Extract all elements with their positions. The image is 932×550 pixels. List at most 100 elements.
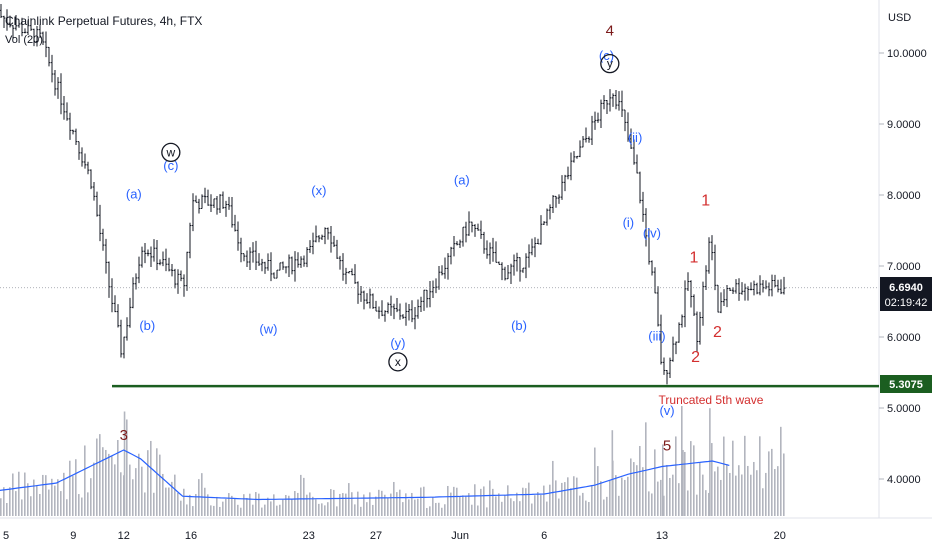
volume-bar bbox=[390, 493, 392, 516]
volume-bar bbox=[663, 495, 665, 516]
volume-bar bbox=[258, 493, 260, 516]
volume-bar bbox=[750, 474, 752, 516]
volume-bar bbox=[504, 494, 506, 516]
volume-bar bbox=[54, 485, 56, 516]
volume-bar bbox=[378, 489, 380, 516]
volume-bar bbox=[462, 495, 464, 516]
overlay-lines bbox=[0, 287, 879, 501]
volume-bar bbox=[312, 496, 314, 516]
volume-bar bbox=[738, 465, 740, 516]
volume-bar bbox=[768, 451, 770, 516]
volume-bar bbox=[12, 473, 14, 516]
volume-bar bbox=[129, 464, 131, 516]
volume-bar bbox=[615, 475, 617, 516]
volume-bar bbox=[213, 505, 215, 516]
time-tick-label: 6 bbox=[541, 530, 547, 542]
wave-label: (i) bbox=[623, 215, 635, 230]
volume-bar bbox=[780, 426, 782, 516]
volume-bar bbox=[687, 490, 689, 516]
wave-label: (iv) bbox=[643, 226, 661, 241]
volume-bar bbox=[288, 495, 290, 516]
volume-bar bbox=[216, 496, 218, 516]
volume-bar bbox=[729, 472, 731, 516]
price-tick-label: 9.0000 bbox=[887, 119, 921, 131]
volume-bar bbox=[735, 475, 737, 516]
volume-bar bbox=[723, 436, 725, 516]
volume-bar bbox=[111, 456, 113, 516]
volume-bar bbox=[138, 453, 140, 516]
volume-bar bbox=[645, 422, 647, 516]
volume-bar bbox=[66, 499, 68, 516]
volume-bar bbox=[558, 498, 560, 516]
volume-bar bbox=[276, 505, 278, 516]
volume-bar bbox=[150, 440, 152, 516]
volume-bar bbox=[774, 469, 776, 516]
wave-label: (y) bbox=[390, 336, 405, 351]
volume-bar bbox=[492, 488, 494, 516]
support-price-badge bbox=[880, 375, 932, 393]
volume-bar bbox=[384, 494, 386, 516]
volume-bar bbox=[279, 504, 281, 516]
volume-bar bbox=[237, 504, 239, 516]
volume-bar bbox=[705, 490, 707, 516]
time-tick-label: 9 bbox=[70, 530, 76, 542]
volume-bar bbox=[255, 492, 257, 516]
volume-bar bbox=[765, 472, 767, 516]
wave-label: (b) bbox=[511, 318, 527, 333]
wave-label: (ii) bbox=[628, 130, 642, 145]
volume-bar bbox=[201, 473, 203, 516]
volume-bar bbox=[660, 479, 662, 516]
current-price-value: 6.6940 bbox=[889, 282, 923, 294]
wave-label: (v) bbox=[659, 403, 674, 418]
volume-bar bbox=[465, 495, 467, 516]
price-tick-label: 10.0000 bbox=[887, 48, 927, 60]
volume-bar bbox=[555, 480, 557, 516]
volume-bar bbox=[594, 447, 596, 516]
volume-bar bbox=[273, 494, 275, 516]
volume-bar bbox=[243, 494, 245, 516]
volume-bar bbox=[702, 474, 704, 516]
volume-bar bbox=[741, 474, 743, 516]
wave-label: (a) bbox=[454, 172, 470, 187]
volume-bar bbox=[126, 419, 128, 516]
volume-bar bbox=[399, 489, 401, 516]
time-tick-label: 23 bbox=[303, 530, 315, 542]
volume-bar bbox=[93, 462, 95, 516]
volume-bar bbox=[174, 474, 176, 516]
volume-bar bbox=[618, 495, 620, 516]
price-tick-label: 5.0000 bbox=[887, 403, 921, 415]
volume-bar bbox=[9, 487, 11, 516]
volume-bar bbox=[522, 487, 524, 516]
volume-bar bbox=[267, 497, 269, 516]
volume-bar bbox=[360, 506, 362, 516]
wave-label: (iii) bbox=[648, 329, 665, 344]
volume-bar bbox=[366, 502, 368, 516]
volume-bar bbox=[444, 504, 446, 516]
circled-wave-label: w bbox=[166, 145, 176, 159]
volume-bar bbox=[726, 464, 728, 516]
volume-bar bbox=[543, 485, 545, 516]
current-price-badge bbox=[880, 277, 932, 311]
volume-bar bbox=[756, 470, 758, 516]
time-tick-label: 27 bbox=[370, 530, 382, 542]
volume-bar bbox=[72, 475, 74, 516]
volume-bar bbox=[684, 451, 686, 516]
circled-wave-ring bbox=[161, 142, 181, 163]
volume-bar bbox=[573, 476, 575, 516]
volume-bar bbox=[624, 479, 626, 516]
volume-bar bbox=[96, 438, 98, 516]
volume-bar bbox=[693, 445, 695, 516]
volume-bar bbox=[345, 493, 347, 516]
support-price-value: 5.3075 bbox=[889, 379, 923, 391]
volume-bar bbox=[117, 439, 119, 516]
volume-bar bbox=[759, 436, 761, 516]
volume-bar bbox=[459, 496, 461, 516]
volume-bar bbox=[60, 491, 62, 516]
volume-bar bbox=[495, 496, 497, 516]
volume-bar bbox=[162, 473, 164, 516]
volume-bar bbox=[24, 472, 26, 516]
volume-bar bbox=[33, 479, 35, 516]
volume-bar bbox=[342, 493, 344, 516]
volume-bar bbox=[642, 467, 644, 516]
